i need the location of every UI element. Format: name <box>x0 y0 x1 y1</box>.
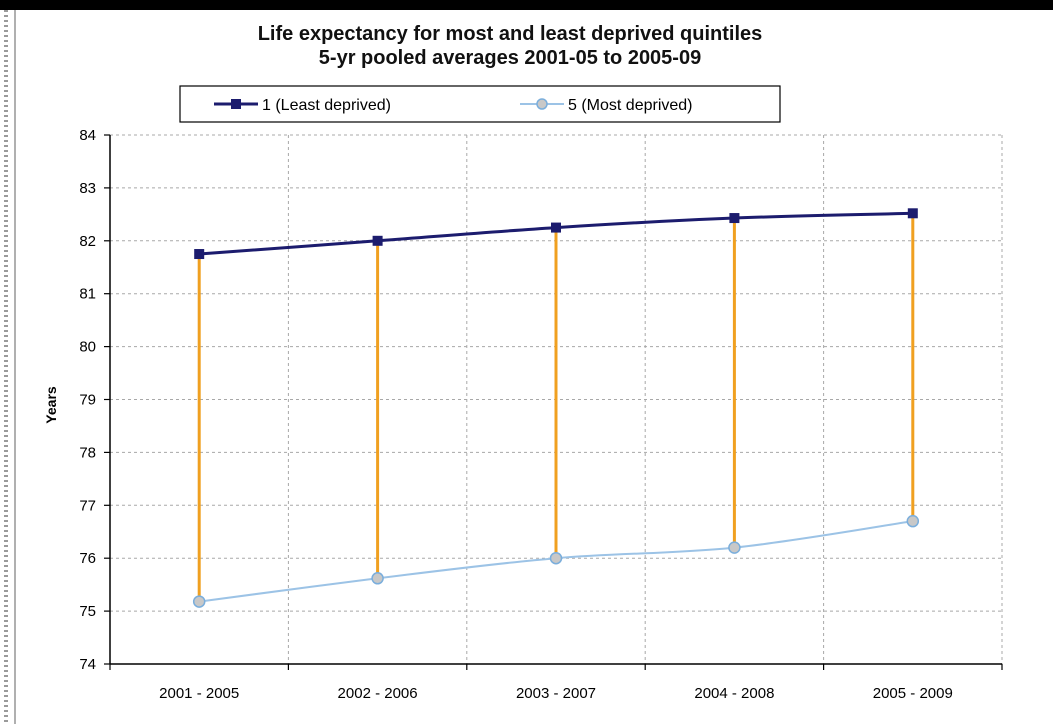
axes <box>104 134 1003 670</box>
y-tick-label: 81 <box>79 286 96 303</box>
y-tick-label: 76 <box>79 550 96 567</box>
y-tick-label: 84 <box>79 127 96 144</box>
tick-labels: 74 75 76 77 78 79 80 81 82 83 84 2001 - 2005 2002 - … <box>79 127 953 702</box>
data-point-most-deprived <box>549 551 563 565</box>
legend-label-least-deprived: 1 (Least deprived) <box>262 97 391 114</box>
data-point-most-deprived <box>371 572 384 585</box>
legend-marker-least-deprived <box>231 99 241 109</box>
gap-lines <box>197 213 915 602</box>
chart-subtitle: 5-yr pooled averages 2001-05 to 2005-09 <box>319 47 701 69</box>
x-tick-label: 2004 - 2008 <box>694 685 774 702</box>
y-axis-label: Years <box>43 386 59 424</box>
data-point-least-deprived <box>729 213 740 224</box>
legend-label-most-deprived: 5 (Most deprived) <box>568 97 693 114</box>
y-tick-label: 75 <box>79 603 96 620</box>
right-border <box>1043 10 1053 724</box>
data-point-most-deprived <box>906 514 920 528</box>
x-tick-label: 2002 - 2006 <box>338 685 418 702</box>
data-point-least-deprived <box>907 208 918 219</box>
left-border <box>0 10 16 724</box>
legend-marker-most-deprived <box>536 98 548 110</box>
data-point-least-deprived <box>551 222 561 233</box>
top-border-bar <box>0 0 1053 10</box>
data-point-most-deprived <box>192 595 206 608</box>
series-lines <box>192 208 920 608</box>
x-tick-label: 2003 - 2007 <box>516 685 596 702</box>
y-tick-label: 79 <box>79 392 96 409</box>
y-tick-label: 83 <box>79 180 96 197</box>
x-tick-label: 2001 - 2005 <box>159 685 239 702</box>
y-tick-label: 80 <box>79 339 96 356</box>
data-point-least-deprived <box>194 249 205 260</box>
y-tick-label: 77 <box>79 497 96 514</box>
data-point-least-deprived <box>372 235 383 246</box>
data-point-most-deprived <box>728 541 741 554</box>
y-tick-label: 82 <box>79 233 96 250</box>
y-tick-label: 78 <box>79 444 96 461</box>
legend: 1 (Least deprived) 5 (Most deprived) <box>179 85 781 123</box>
legend-box <box>179 85 781 123</box>
chart-title: Life expectancy for most and least depri… <box>258 23 763 45</box>
x-tick-label: 2005 - 2009 <box>873 685 953 702</box>
y-tick-label: 74 <box>79 656 96 673</box>
